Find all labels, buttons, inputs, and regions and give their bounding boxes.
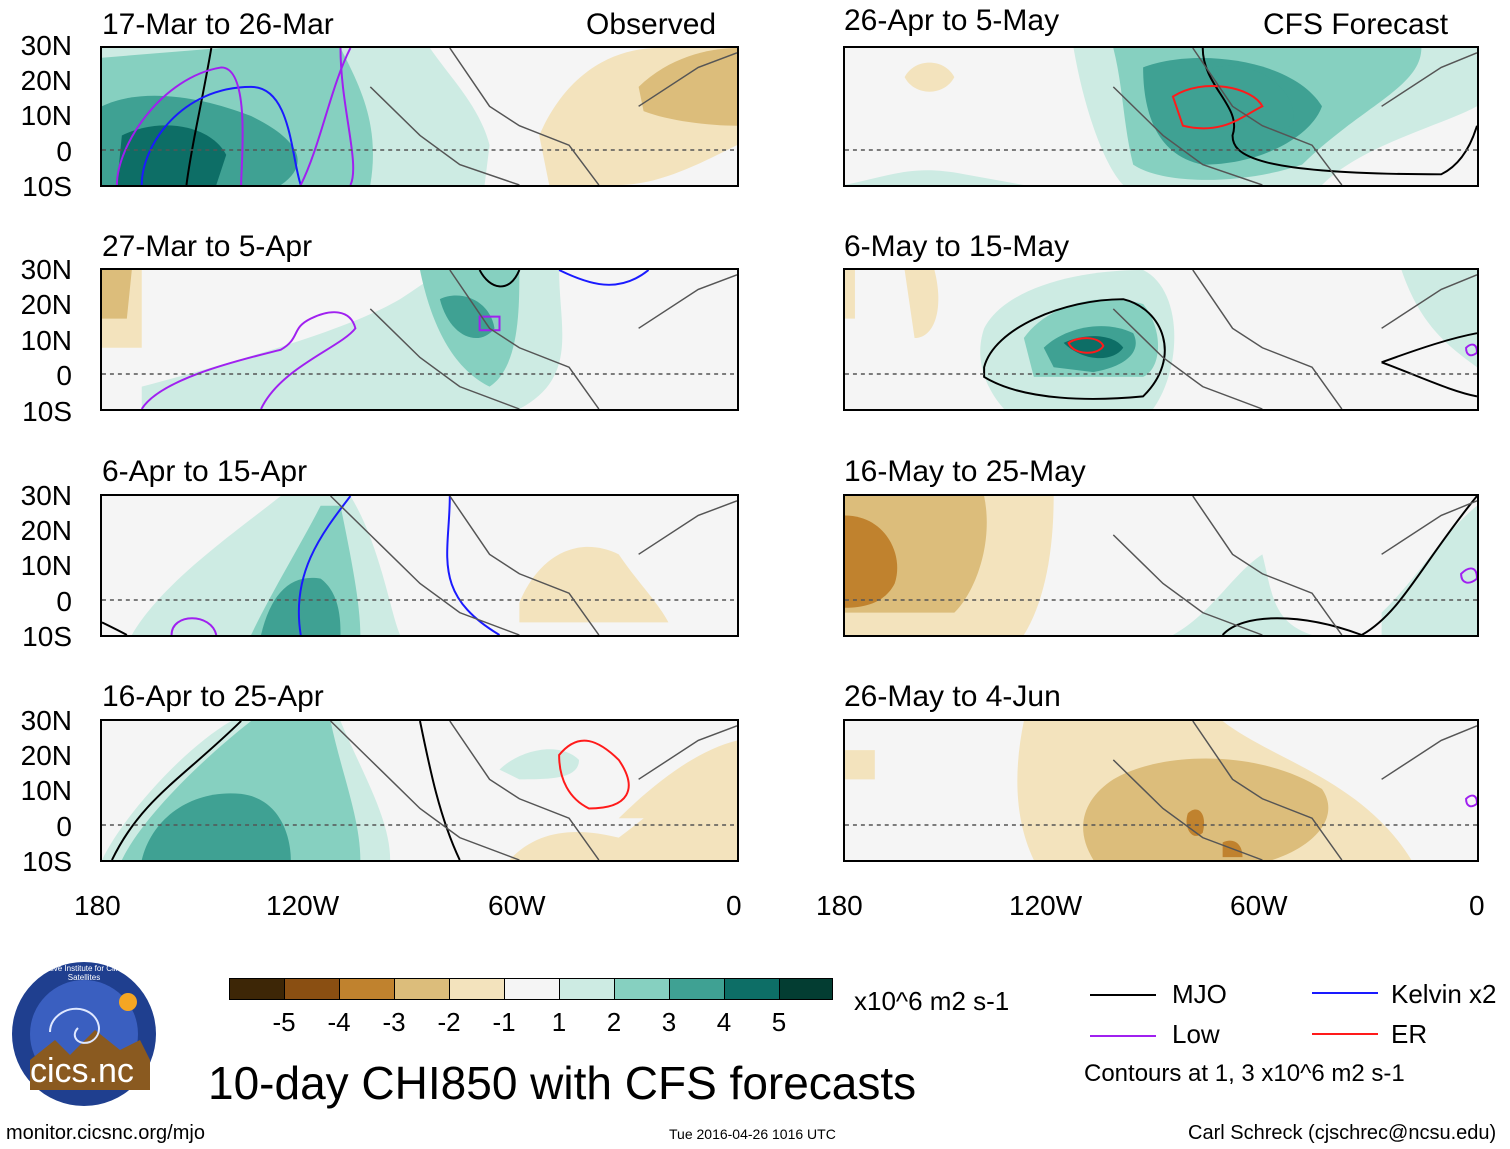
legend-line-low xyxy=(1090,1035,1156,1037)
map-panel-5 xyxy=(843,46,1479,187)
legend-note: Contours at 1, 3 x10^6 m2 s-1 xyxy=(1084,1060,1405,1087)
map-panel-4 xyxy=(100,719,739,862)
legend-label-low: Low xyxy=(1172,1019,1220,1049)
footer-author: Carl Schreck (cjschrec@ncsu.edu) xyxy=(1188,1122,1497,1144)
colorbar-cell xyxy=(284,978,340,1000)
map-panel-7 xyxy=(843,494,1479,637)
colorbar-label: 1 xyxy=(551,1007,567,1037)
panel-title-5: 26-Apr to 5-May xyxy=(844,4,1060,37)
footer-timestamp: Tue 2016-04-26 1016 UTC xyxy=(669,1126,836,1142)
panel-title-4: 16-Apr to 25-Apr xyxy=(102,680,324,713)
panel-title-2: 27-Mar to 5-Apr xyxy=(102,230,313,263)
colorbar-cell xyxy=(449,978,505,1000)
colorbar-label: 2 xyxy=(606,1007,622,1037)
cicsnc-logo[interactable]: Cooperative Institute for Climate and Sa… xyxy=(10,960,158,1108)
legend-label-mjo: MJO xyxy=(1172,979,1227,1009)
colorbar-cell xyxy=(339,978,395,1000)
colorbar-cell xyxy=(724,978,780,1000)
panel-title-8: 26-May to 4-Jun xyxy=(844,680,1061,713)
colorbar-label: -5 xyxy=(272,1007,296,1037)
colorbar-cell xyxy=(669,978,725,1000)
map-panel-1 xyxy=(100,46,739,187)
main-title: 10-day CHI850 with CFS forecasts xyxy=(208,1057,917,1109)
panel-title-1: 17-Mar to 26-Mar xyxy=(102,8,334,41)
colorbar-label: 5 xyxy=(771,1007,787,1037)
colorbar-cell xyxy=(614,978,670,1000)
panel-title-7: 16-May to 25-May xyxy=(844,455,1086,488)
legend-label-kelvin: Kelvin x2 xyxy=(1391,979,1497,1009)
colorbar-label: 4 xyxy=(716,1007,732,1037)
colorbar-cell xyxy=(504,978,560,1000)
forecast-label: CFS Forecast xyxy=(1263,8,1449,41)
map-panel-6 xyxy=(843,268,1479,411)
legend-line-kelvin xyxy=(1312,992,1378,994)
colorbar-cell xyxy=(779,978,833,1000)
map-panel-3 xyxy=(100,494,739,637)
map-panel-8 xyxy=(843,719,1479,862)
panel-title-3: 6-Apr to 15-Apr xyxy=(102,455,308,488)
panel-title-6: 6-May to 15-May xyxy=(844,230,1070,263)
observed-label: Observed xyxy=(586,8,717,41)
footer-url[interactable]: monitor.cicsnc.org/mjo xyxy=(6,1122,205,1144)
colorbar-cell xyxy=(394,978,450,1000)
legend-line-mjo xyxy=(1090,994,1156,996)
logo-text: cics.nc xyxy=(30,1052,134,1090)
colorbar-label: -1 xyxy=(492,1007,516,1037)
colorbar-label: -3 xyxy=(382,1007,406,1037)
legend-line-er xyxy=(1312,1033,1378,1035)
colorbar-label: 3 xyxy=(661,1007,677,1037)
logo-ring-text: Cooperative Institute for Climate and Sa… xyxy=(19,964,149,982)
colorbar-label: -2 xyxy=(437,1007,461,1037)
map-panel-2 xyxy=(100,268,739,411)
colorbar-units: x10^6 m2 s-1 xyxy=(854,986,1010,1016)
colorbar-cell xyxy=(559,978,615,1000)
legend-label-er: ER xyxy=(1391,1019,1428,1049)
colorbar-label: -4 xyxy=(327,1007,351,1037)
colorbar-cell xyxy=(229,978,285,1000)
